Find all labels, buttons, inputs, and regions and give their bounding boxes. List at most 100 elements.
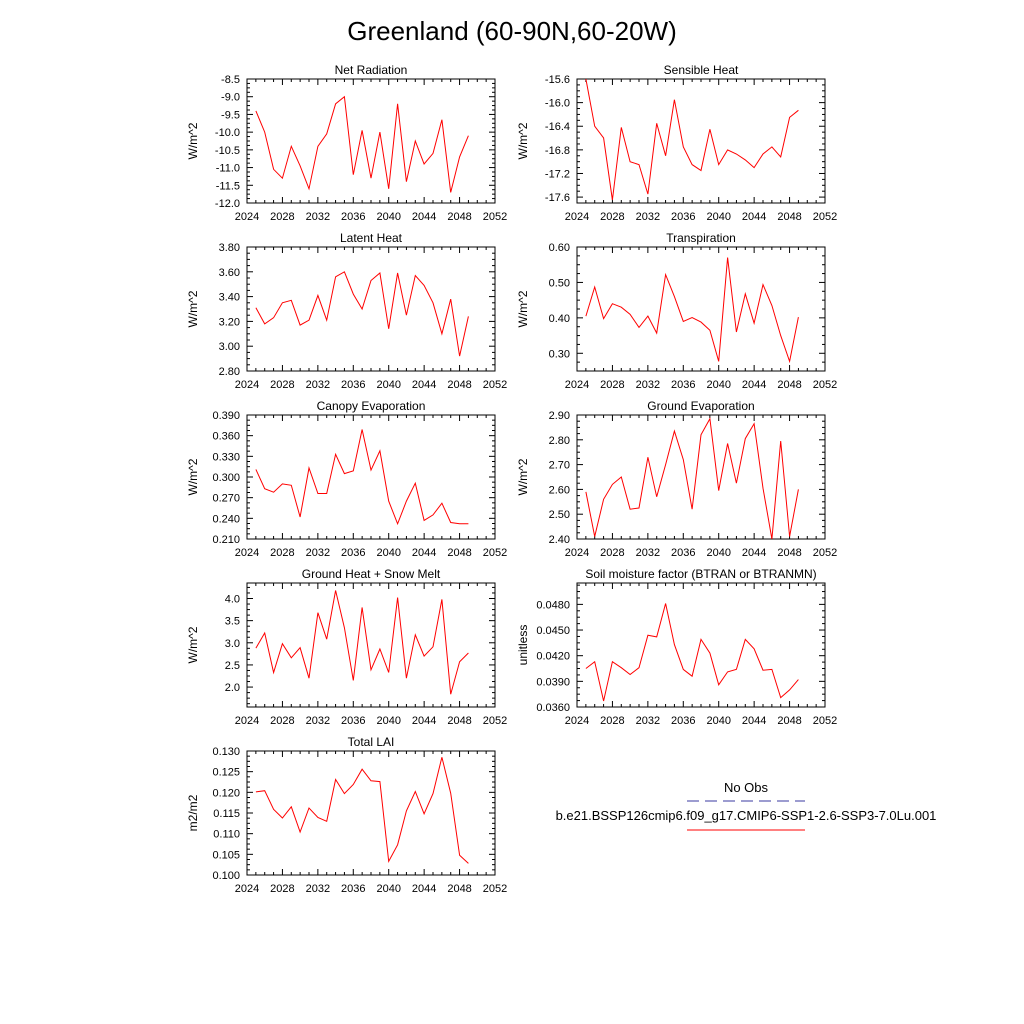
figure-title: Greenland (60-90N,60-20W) (347, 16, 677, 46)
x-tick-label: 2024 (235, 547, 259, 559)
legend: No Obs b.e21.BSSP126cmip6.f09_g17.CMIP6-… (556, 780, 937, 831)
x-tick-label: 2032 (636, 379, 660, 391)
x-tick-label: 2044 (412, 715, 436, 727)
plot-frame (246, 414, 496, 540)
y-axis-label: W/m^2 (186, 290, 200, 327)
y-axis-label: W/m^2 (516, 458, 530, 495)
y-axis-label: W/m^2 (516, 290, 530, 327)
y-tick-label: 0.360 (212, 431, 240, 443)
x-tick-label: 2024 (565, 715, 589, 727)
y-tick-label: -16.4 (545, 121, 570, 133)
y-tick-label: 0.40 (549, 313, 570, 325)
panel-3: Latent Heat W/m^2 2024 2028 2032 2036 2040 2044… (186, 231, 507, 391)
plot-frame (576, 246, 826, 372)
y-tick-label: -11.0 (216, 163, 240, 175)
y-tick-label: 0.125 (212, 767, 240, 779)
y-tick-label: -9.0 (221, 92, 240, 104)
y-tick-label: 2.60 (549, 484, 570, 496)
y-tick-label: 0.105 (212, 849, 240, 861)
legend-obs-label: No Obs (724, 780, 769, 795)
series-line (255, 271, 469, 357)
x-tick-label: 2028 (600, 547, 624, 559)
x-tick-label: 2024 (565, 547, 589, 559)
x-tick-label: 2036 (671, 547, 695, 559)
x-tick-label: 2040 (376, 211, 400, 223)
y-tick-label: 2.90 (549, 410, 570, 422)
x-tick-label: 2028 (600, 211, 624, 223)
y-tick-label: 0.0360 (536, 702, 570, 714)
panel-9: Total LAI m2/m2 2024 2028 2032 2036 2040 2044 20… (186, 735, 507, 895)
y-tick-label: -12.0 (215, 198, 240, 210)
x-tick-label: 2032 (306, 211, 330, 223)
x-tick-label: 2040 (706, 547, 730, 559)
x-tick-label: 2040 (376, 547, 400, 559)
y-tick-label: 0.330 (212, 451, 240, 463)
plot-frame (246, 582, 496, 708)
y-tick-label: 2.40 (549, 534, 570, 546)
y-tick-label: 0.0450 (536, 625, 570, 637)
panel-title: Transpiration (666, 231, 736, 245)
y-tick-label: 0.0420 (536, 651, 570, 663)
x-tick-label: 2028 (270, 883, 294, 895)
x-tick-label: 2048 (447, 883, 471, 895)
y-tick-label: 2.50 (549, 509, 570, 521)
series-line (585, 257, 799, 364)
y-tick-label: 3.0 (225, 638, 240, 650)
legend-model-label: b.e21.BSSP126cmip6.f09_g17.CMIP6-SSP1-2.… (556, 808, 937, 823)
y-tick-label: 0.30 (549, 348, 570, 360)
y-tick-label: -16.8 (545, 145, 570, 157)
panel-title: Net Radiation (335, 63, 408, 77)
panel-1: Net Radiation W/m^2 2024 2028 2032 2036 2040 20… (186, 63, 507, 223)
y-axis-label: W/m^2 (186, 626, 200, 663)
x-tick-label: 2024 (565, 211, 589, 223)
y-tick-label: 0.300 (212, 472, 240, 484)
x-tick-label: 2032 (306, 715, 330, 727)
plot-frame (246, 750, 496, 876)
y-tick-label: 3.60 (219, 267, 240, 279)
y-tick-label: 0.0480 (536, 599, 570, 611)
x-tick-label: 2032 (306, 379, 330, 391)
panel-title: Latent Heat (340, 231, 403, 245)
panel-2: Sensible Heat W/m^2 2024 2028 2032 2036 2040 20… (516, 63, 837, 223)
series-line (255, 95, 469, 193)
x-tick-label: 2052 (813, 379, 837, 391)
panels: Net Radiation W/m^2 2024 2028 2032 2036 2040 20… (186, 63, 837, 895)
y-tick-label: -9.5 (221, 109, 240, 121)
x-tick-label: 2052 (483, 883, 507, 895)
x-tick-label: 2036 (341, 211, 365, 223)
x-tick-label: 2028 (270, 547, 294, 559)
x-tick-label: 2028 (600, 379, 624, 391)
y-tick-label: -11.5 (216, 180, 240, 192)
y-tick-label: 2.80 (549, 435, 570, 447)
y-tick-label: 4.0 (225, 594, 240, 606)
panel-title: Total LAI (348, 735, 395, 749)
x-tick-label: 2048 (777, 379, 801, 391)
y-tick-label: 0.110 (213, 829, 240, 841)
x-tick-label: 2048 (447, 547, 471, 559)
x-tick-label: 2028 (270, 211, 294, 223)
y-tick-label: 0.60 (549, 242, 570, 254)
y-tick-label: 2.5 (225, 660, 240, 672)
plot-frame (576, 582, 826, 708)
y-tick-label: -17.2 (545, 168, 570, 180)
x-tick-label: 2040 (376, 379, 400, 391)
x-tick-label: 2036 (341, 715, 365, 727)
x-tick-label: 2040 (706, 379, 730, 391)
x-tick-label: 2044 (742, 211, 766, 223)
panel-title: Canopy Evaporation (317, 399, 426, 413)
x-tick-label: 2028 (600, 715, 624, 727)
x-tick-label: 2052 (483, 211, 507, 223)
x-tick-label: 2044 (412, 547, 436, 559)
series-line (255, 429, 469, 526)
y-tick-label: 3.80 (219, 242, 240, 254)
x-tick-label: 2052 (483, 715, 507, 727)
x-tick-label: 2036 (671, 379, 695, 391)
panel-title: Sensible Heat (664, 63, 739, 77)
panel-6: Ground Evaporation W/m^2 2024 2028 2032 2036 2… (516, 399, 837, 559)
x-tick-label: 2044 (412, 211, 436, 223)
y-tick-label: 2.70 (549, 460, 570, 472)
panel-7: Ground Heat + Snow Melt W/m^2 2024 2028 2032… (186, 567, 507, 727)
y-tick-label: -10.5 (215, 145, 240, 157)
plot-frame (246, 78, 496, 204)
x-tick-label: 2036 (671, 715, 695, 727)
